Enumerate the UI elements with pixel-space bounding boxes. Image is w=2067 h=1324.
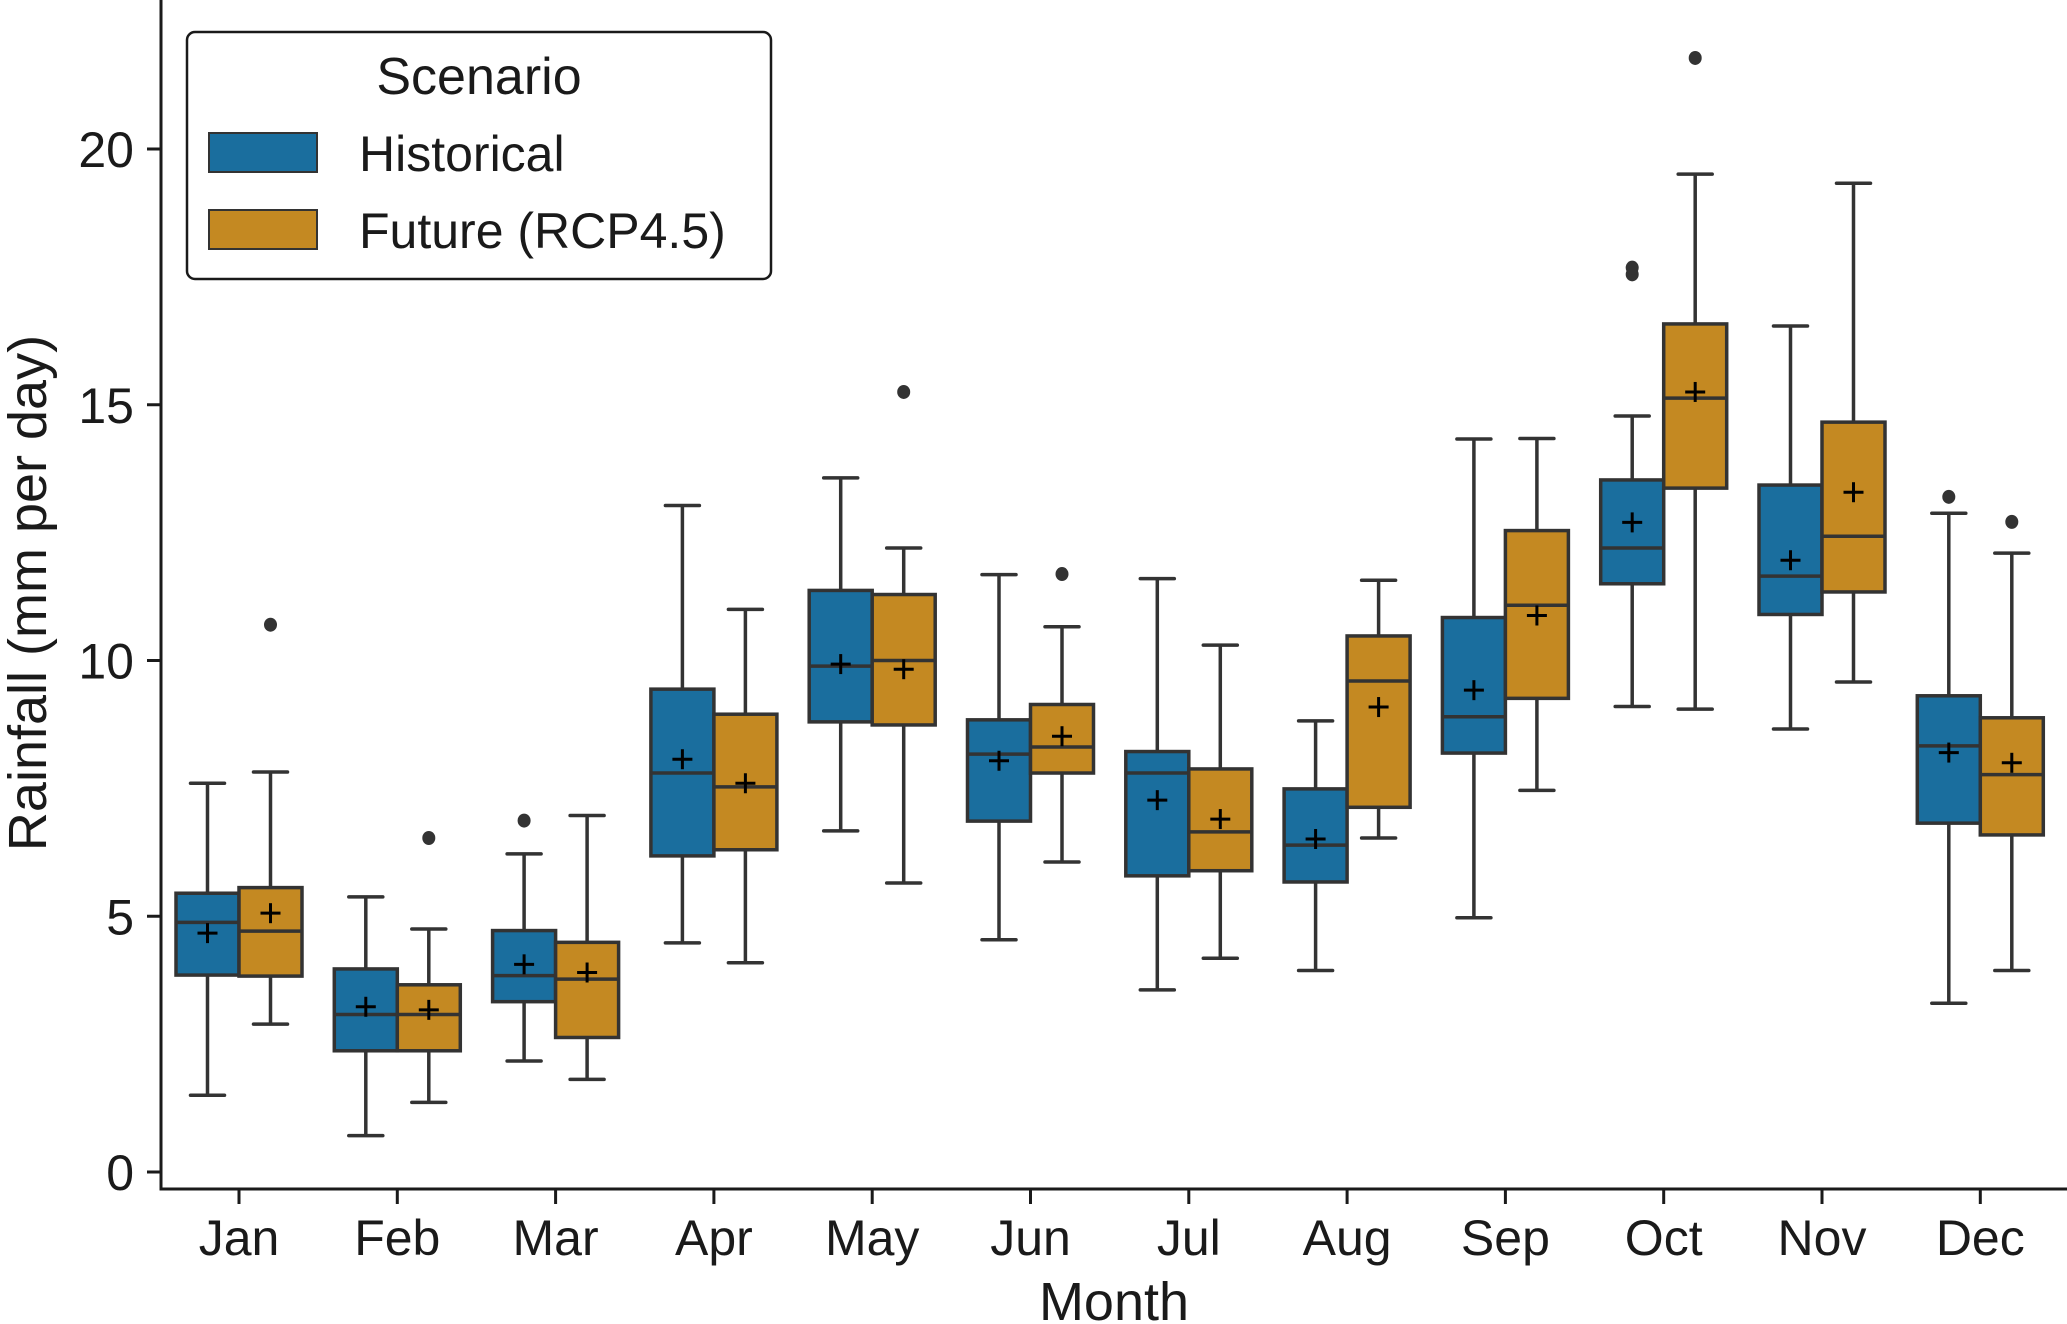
x-tick-label: Sep	[1461, 1210, 1550, 1266]
x-tick-label: Jan	[199, 1210, 280, 1266]
y-tick-label: 10	[78, 634, 134, 690]
box-future-apr	[712, 607, 779, 965]
outlier-point	[1942, 489, 1956, 504]
legend-label-future: Future (RCP4.5)	[359, 203, 726, 259]
box-future-feb	[395, 830, 463, 1105]
iqr-box	[553, 940, 621, 1040]
box-historical-may	[807, 476, 874, 833]
iqr-box	[1978, 716, 2046, 837]
box-historical-jan	[174, 781, 241, 1098]
box-future-dec	[1978, 514, 2046, 973]
x-tick-label: Jun	[990, 1210, 1071, 1266]
outlier-point	[1688, 50, 1702, 65]
box-historical-mar	[490, 813, 558, 1063]
y-tick-label: 20	[78, 122, 134, 178]
box-historical-jun	[965, 572, 1033, 942]
box-historical-jul	[1124, 576, 1191, 992]
iqr-box	[1757, 483, 1824, 617]
box-historical-apr	[649, 503, 716, 945]
x-tick-label: Nov	[1778, 1210, 1867, 1266]
x-tick-label: May	[825, 1210, 919, 1266]
y-tick-label: 15	[78, 378, 134, 434]
x-tick-label: Dec	[1936, 1210, 2025, 1266]
x-tick-label: Oct	[1625, 1210, 1703, 1266]
box-historical-nov	[1757, 324, 1824, 731]
iqr-box	[1503, 528, 1571, 701]
box-historical-feb	[332, 895, 400, 1138]
box-future-aug	[1345, 578, 1412, 840]
iqr-box	[1820, 420, 1887, 594]
outlier-point	[1055, 567, 1069, 582]
outlier-point	[2005, 514, 2019, 529]
outlier-point	[1625, 260, 1639, 275]
axes-layer	[159, 0, 2067, 1191]
box-historical-dec	[1915, 489, 1983, 1005]
box-future-jun	[1028, 567, 1096, 864]
box-future-may	[870, 384, 937, 885]
iqr-box	[1345, 634, 1412, 810]
box-historical-aug	[1282, 719, 1349, 973]
x-tick-label: Jul	[1157, 1210, 1221, 1266]
x-ticks: Jan Feb Mar Apr May Jun Jul Aug Sep Oct Nov Dec	[199, 1189, 2025, 1266]
legend-swatch-future	[208, 209, 318, 250]
y-tick-label: 5	[106, 889, 134, 945]
outlier-point	[897, 384, 911, 399]
iqr-box	[1124, 749, 1191, 878]
box-future-oct	[1661, 50, 1729, 711]
legend-label-historical: Historical	[359, 126, 565, 182]
legend-title: Scenario	[376, 48, 581, 106]
box-future-mar	[553, 813, 621, 1082]
x-tick-label: Mar	[513, 1210, 599, 1266]
x-axis-title: Month	[1039, 1272, 1189, 1324]
y-axis-title: Rainfall (mm per day)	[0, 335, 58, 851]
y-tick-label: 0	[106, 1145, 134, 1201]
box-future-nov	[1820, 181, 1887, 684]
iqr-box	[395, 983, 463, 1053]
x-tick-label: Apr	[675, 1210, 753, 1266]
iqr-box	[1187, 767, 1254, 873]
legend-swatch-historical	[208, 132, 318, 173]
box-future-jul	[1187, 643, 1254, 960]
x-tick-label: Feb	[354, 1210, 440, 1266]
outlier-point	[264, 617, 277, 632]
box-future-sep	[1503, 436, 1571, 793]
iqr-box	[1661, 322, 1729, 490]
legend-frame	[185, 30, 773, 281]
boxes-layer	[174, 50, 2046, 1138]
x-tick-label: Aug	[1303, 1210, 1392, 1266]
y-ticks: 0 5 10 15 20	[78, 122, 161, 1201]
outlier-point	[422, 830, 436, 845]
box-future-jan	[237, 617, 304, 1026]
outlier-point	[517, 813, 531, 828]
box-historical-oct	[1598, 260, 1666, 709]
iqr-box	[1915, 694, 1983, 825]
legend: Scenario Historical Future (RCP4.5)	[185, 30, 773, 281]
box-historical-sep	[1440, 437, 1508, 920]
